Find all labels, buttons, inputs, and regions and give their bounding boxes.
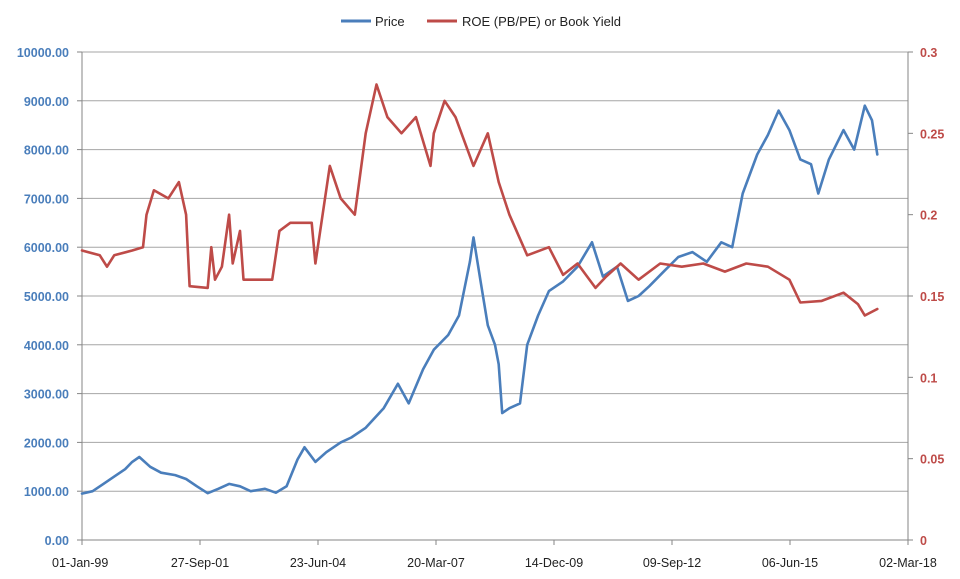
y-right-tick-label: 0.2 [920,209,937,223]
x-tick-label: 01-Jan-99 [52,556,108,570]
y-left-tick-label: 0.00 [45,534,69,548]
y-right-tick-label: 0.3 [920,46,937,60]
y-left-tick-label: 9000.00 [24,95,69,109]
x-tick-label: 09-Sep-12 [643,556,701,570]
gridlines [82,51,908,492]
y-left-tick-label: 10000.00 [17,46,69,60]
price-line [80,104,879,495]
y-left-tick-label: 6000.00 [24,241,69,255]
series-lines [80,83,879,495]
y-right-tick-label: 0.15 [920,290,944,304]
x-tick-label: 23-Jun-04 [290,556,346,570]
y-right-tick-label: 0.05 [920,453,944,467]
legend-price-label: Price [375,14,405,29]
y-left-tick-label: 7000.00 [24,192,69,206]
axes: 0.00 1000.00 2000.00 3000.00 4000.00 5000.00 6… [17,46,945,570]
y-left-tick-label: 3000.00 [24,388,69,402]
x-tick-label: 27-Sep-01 [171,556,229,570]
y-left-tick-label: 4000.00 [24,339,69,353]
y-right-tick-label: 0.1 [920,371,937,385]
y-left-tick-label: 2000.00 [24,436,69,450]
y-left-tick-label: 1000.00 [24,485,69,499]
y-left-tick-label: 8000.00 [24,144,69,158]
x-tick-label: 20-Mar-07 [407,556,465,570]
legend: Price ROE (PB/PE) or Book Yield [341,14,621,29]
legend-roe-label: ROE (PB/PE) or Book Yield [462,14,621,29]
y-right-tick-label: 0.25 [920,127,944,141]
y-right-tick-label: 0 [920,534,927,548]
x-tick-label: 14-Dec-09 [525,556,583,570]
roe-line [80,83,879,317]
y-left-tick-label: 5000.00 [24,290,69,304]
x-tick-label: 02-Mar-18 [879,556,937,570]
x-tick-label: 06-Jun-15 [762,556,818,570]
